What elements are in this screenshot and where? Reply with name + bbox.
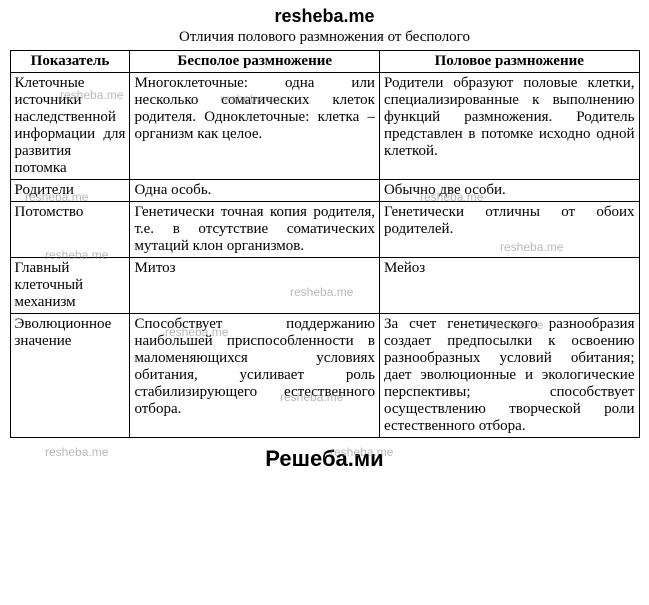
table-row: Родители Одна особь. Обычно две особи. xyxy=(10,180,639,202)
cell-asexual: Митоз xyxy=(130,258,380,314)
table-row: Эволюционное значение Способствует подде… xyxy=(10,314,639,438)
cell-sexual: Обычно две особи. xyxy=(379,180,639,202)
cell-indicator: Потомство xyxy=(10,202,130,258)
cell-indicator: Клеточные источники наследственной инфор… xyxy=(10,73,130,180)
table-row: Клеточные источники наследственной инфор… xyxy=(10,73,639,180)
cell-asexual: Одна особь. xyxy=(130,180,380,202)
cell-asexual: Способствует поддержанию наибольшей прис… xyxy=(130,314,380,438)
cell-asexual: Генетически точная копия родителя, т.е. … xyxy=(130,202,380,258)
cell-indicator: Родители xyxy=(10,180,130,202)
col-header-asexual: Бесполое размножение xyxy=(130,51,380,73)
footer-brand: Решеба.ми xyxy=(0,438,649,480)
cell-sexual: За счет генетического разнообразия созда… xyxy=(379,314,639,438)
col-header-indicator: Показатель xyxy=(10,51,130,73)
cell-indicator: Эволюционное значение xyxy=(10,314,130,438)
table-row: Потомство Генетически точная копия родит… xyxy=(10,202,639,258)
cell-sexual: Генетически отличны от обоих родителей. xyxy=(379,202,639,258)
col-header-sexual: Половое размножение xyxy=(379,51,639,73)
table-header-row: Показатель Бесполое размножение Половое … xyxy=(10,51,639,73)
cell-asexual: Многоклеточные: одна или несколько сомат… xyxy=(130,73,380,180)
cell-sexual: Родители образуют половые клетки, специа… xyxy=(379,73,639,180)
page-title: resheba.me xyxy=(0,0,649,29)
comparison-table: Показатель Бесполое размножение Половое … xyxy=(10,50,640,438)
table-row: Главный клеточный механизм Митоз Мейоз xyxy=(10,258,639,314)
cell-sexual: Мейоз xyxy=(379,258,639,314)
page-subtitle: Отличия полового размножения от бесполог… xyxy=(0,29,649,50)
cell-indicator: Главный клеточный механизм xyxy=(10,258,130,314)
